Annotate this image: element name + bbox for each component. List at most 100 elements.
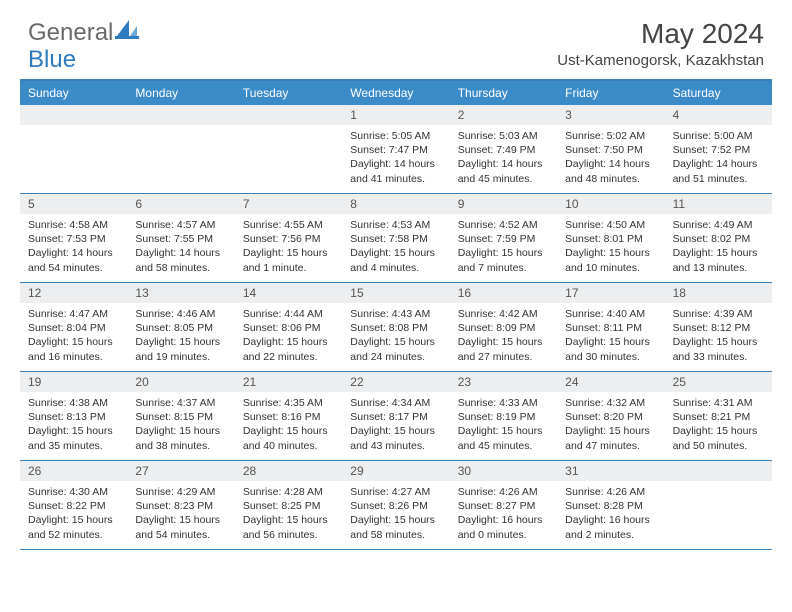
day-info: Sunrise: 4:58 AMSunset: 7:53 PMDaylight:… — [20, 218, 127, 275]
weekday-header: Saturday — [665, 81, 772, 105]
day-number — [20, 105, 127, 125]
day-number: 17 — [557, 283, 664, 303]
day-info: Sunrise: 5:00 AMSunset: 7:52 PMDaylight:… — [665, 129, 772, 186]
day-number: 23 — [450, 372, 557, 392]
day-info: Sunrise: 4:29 AMSunset: 8:23 PMDaylight:… — [127, 485, 234, 542]
weekday-header: Sunday — [20, 81, 127, 105]
day-cell: 11 Sunrise: 4:49 AMSunset: 8:02 PMDayligh… — [665, 194, 772, 282]
day-number: 2 — [450, 105, 557, 125]
day-number: 8 — [342, 194, 449, 214]
day-number: 31 — [557, 461, 664, 481]
day-cell: 31 Sunrise: 4:26 AMSunset: 8:28 PMDayligh… — [557, 461, 664, 549]
day-number: 6 — [127, 194, 234, 214]
day-info: Sunrise: 4:43 AMSunset: 8:08 PMDaylight:… — [342, 307, 449, 364]
day-cell: 3Sunrise: 5:02 AMSunset: 7:50 PMDaylight… — [557, 105, 664, 193]
day-info: Sunrise: 4:26 AMSunset: 8:27 PMDaylight:… — [450, 485, 557, 542]
day-cell: 21 Sunrise: 4:35 AMSunset: 8:16 PMDayligh… — [235, 372, 342, 460]
day-info: Sunrise: 4:31 AMSunset: 8:21 PMDaylight:… — [665, 396, 772, 453]
day-number — [235, 105, 342, 125]
day-info: Sunrise: 4:27 AMSunset: 8:26 PMDaylight:… — [342, 485, 449, 542]
logo-text-blue: Blue — [28, 46, 76, 74]
day-cell — [235, 105, 342, 193]
day-number: 21 — [235, 372, 342, 392]
day-cell: 4Sunrise: 5:00 AMSunset: 7:52 PMDaylight… — [665, 105, 772, 193]
day-info: Sunrise: 4:37 AMSunset: 8:15 PMDaylight:… — [127, 396, 234, 453]
day-cell: 20 Sunrise: 4:37 AMSunset: 8:15 PMDayligh… — [127, 372, 234, 460]
day-cell: 7 Sunrise: 4:55 AMSunset: 7:56 PMDaylight… — [235, 194, 342, 282]
day-cell: 23 Sunrise: 4:33 AMSunset: 8:19 PMDayligh… — [450, 372, 557, 460]
month-title: May 2024 — [557, 18, 764, 50]
day-cell: 25 Sunrise: 4:31 AMSunset: 8:21 PMDayligh… — [665, 372, 772, 460]
weekday-header: Thursday — [450, 81, 557, 105]
day-cell: 13Sunrise: 4:46 AMSunset: 8:05 PMDayligh… — [127, 283, 234, 371]
day-number: 29 — [342, 461, 449, 481]
day-cell: 5 Sunrise: 4:58 AMSunset: 7:53 PMDaylight… — [20, 194, 127, 282]
day-number: 30 — [450, 461, 557, 481]
day-info: Sunrise: 4:42 AMSunset: 8:09 PMDaylight:… — [450, 307, 557, 364]
day-number: 11 — [665, 194, 772, 214]
day-number: 22 — [342, 372, 449, 392]
calendar: SundayMondayTuesdayWednesdayThursdayFrid… — [20, 79, 772, 550]
day-cell: 22 Sunrise: 4:34 AMSunset: 8:17 PMDayligh… — [342, 372, 449, 460]
day-cell: 6 Sunrise: 4:57 AMSunset: 7:55 PMDaylight… — [127, 194, 234, 282]
day-cell: 18 Sunrise: 4:39 AMSunset: 8:12 PMDayligh… — [665, 283, 772, 371]
day-number: 20 — [127, 372, 234, 392]
day-info: Sunrise: 4:53 AMSunset: 7:58 PMDaylight:… — [342, 218, 449, 275]
day-cell: 17 Sunrise: 4:40 AMSunset: 8:11 PMDayligh… — [557, 283, 664, 371]
weekday-header: Wednesday — [342, 81, 449, 105]
day-cell: 19Sunrise: 4:38 AMSunset: 8:13 PMDayligh… — [20, 372, 127, 460]
weekday-header: Friday — [557, 81, 664, 105]
location-label: Ust-Kamenogorsk, Kazakhstan — [557, 52, 764, 69]
day-cell: 29 Sunrise: 4:27 AMSunset: 8:26 PMDayligh… — [342, 461, 449, 549]
day-info: Sunrise: 4:39 AMSunset: 8:12 PMDaylight:… — [665, 307, 772, 364]
day-number: 18 — [665, 283, 772, 303]
day-cell: 14Sunrise: 4:44 AMSunset: 8:06 PMDayligh… — [235, 283, 342, 371]
day-number: 15 — [342, 283, 449, 303]
day-cell: 2Sunrise: 5:03 AMSunset: 7:49 PMDaylight… — [450, 105, 557, 193]
day-number: 27 — [127, 461, 234, 481]
day-number — [127, 105, 234, 125]
day-cell: 8 Sunrise: 4:53 AMSunset: 7:58 PMDaylight… — [342, 194, 449, 282]
day-info: Sunrise: 4:34 AMSunset: 8:17 PMDaylight:… — [342, 396, 449, 453]
day-info: Sunrise: 4:47 AMSunset: 8:04 PMDaylight:… — [20, 307, 127, 364]
day-number — [665, 461, 772, 481]
day-cell — [20, 105, 127, 193]
day-cell: 26Sunrise: 4:30 AMSunset: 8:22 PMDayligh… — [20, 461, 127, 549]
day-number: 26 — [20, 461, 127, 481]
day-info: Sunrise: 4:32 AMSunset: 8:20 PMDaylight:… — [557, 396, 664, 453]
day-info: Sunrise: 4:55 AMSunset: 7:56 PMDaylight:… — [235, 218, 342, 275]
day-info: Sunrise: 4:49 AMSunset: 8:02 PMDaylight:… — [665, 218, 772, 275]
day-cell — [127, 105, 234, 193]
day-cell: 24Sunrise: 4:32 AMSunset: 8:20 PMDayligh… — [557, 372, 664, 460]
day-info: Sunrise: 4:35 AMSunset: 8:16 PMDaylight:… — [235, 396, 342, 453]
week-row: 1Sunrise: 5:05 AMSunset: 7:47 PMDaylight… — [20, 105, 772, 194]
day-info: Sunrise: 4:38 AMSunset: 8:13 PMDaylight:… — [20, 396, 127, 453]
logo: General — [28, 18, 141, 47]
day-number: 12 — [20, 283, 127, 303]
day-cell: 27 Sunrise: 4:29 AMSunset: 8:23 PMDayligh… — [127, 461, 234, 549]
day-cell: 16 Sunrise: 4:42 AMSunset: 8:09 PMDayligh… — [450, 283, 557, 371]
day-info: Sunrise: 4:57 AMSunset: 7:55 PMDaylight:… — [127, 218, 234, 275]
day-number: 5 — [20, 194, 127, 214]
day-info: Sunrise: 4:28 AMSunset: 8:25 PMDaylight:… — [235, 485, 342, 542]
day-number: 9 — [450, 194, 557, 214]
day-info: Sunrise: 4:26 AMSunset: 8:28 PMDaylight:… — [557, 485, 664, 542]
header: General May 2024 Ust-Kamenogorsk, Kazakh… — [0, 0, 792, 73]
day-cell — [665, 461, 772, 549]
title-block: May 2024 Ust-Kamenogorsk, Kazakhstan — [557, 18, 764, 69]
day-cell: 15 Sunrise: 4:43 AMSunset: 8:08 PMDayligh… — [342, 283, 449, 371]
day-info: Sunrise: 4:46 AMSunset: 8:05 PMDaylight:… — [127, 307, 234, 364]
day-info: Sunrise: 4:33 AMSunset: 8:19 PMDaylight:… — [450, 396, 557, 453]
day-number: 25 — [665, 372, 772, 392]
day-number: 16 — [450, 283, 557, 303]
day-number: 28 — [235, 461, 342, 481]
day-cell: 28 Sunrise: 4:28 AMSunset: 8:25 PMDayligh… — [235, 461, 342, 549]
week-row: 5 Sunrise: 4:58 AMSunset: 7:53 PMDaylight… — [20, 194, 772, 283]
day-number: 7 — [235, 194, 342, 214]
day-info: Sunrise: 5:05 AMSunset: 7:47 PMDaylight:… — [342, 129, 449, 186]
day-cell: 9Sunrise: 4:52 AMSunset: 7:59 PMDaylight… — [450, 194, 557, 282]
day-info: Sunrise: 4:40 AMSunset: 8:11 PMDaylight:… — [557, 307, 664, 364]
day-cell: 12 Sunrise: 4:47 AMSunset: 8:04 PMDayligh… — [20, 283, 127, 371]
day-number: 3 — [557, 105, 664, 125]
day-number: 14 — [235, 283, 342, 303]
